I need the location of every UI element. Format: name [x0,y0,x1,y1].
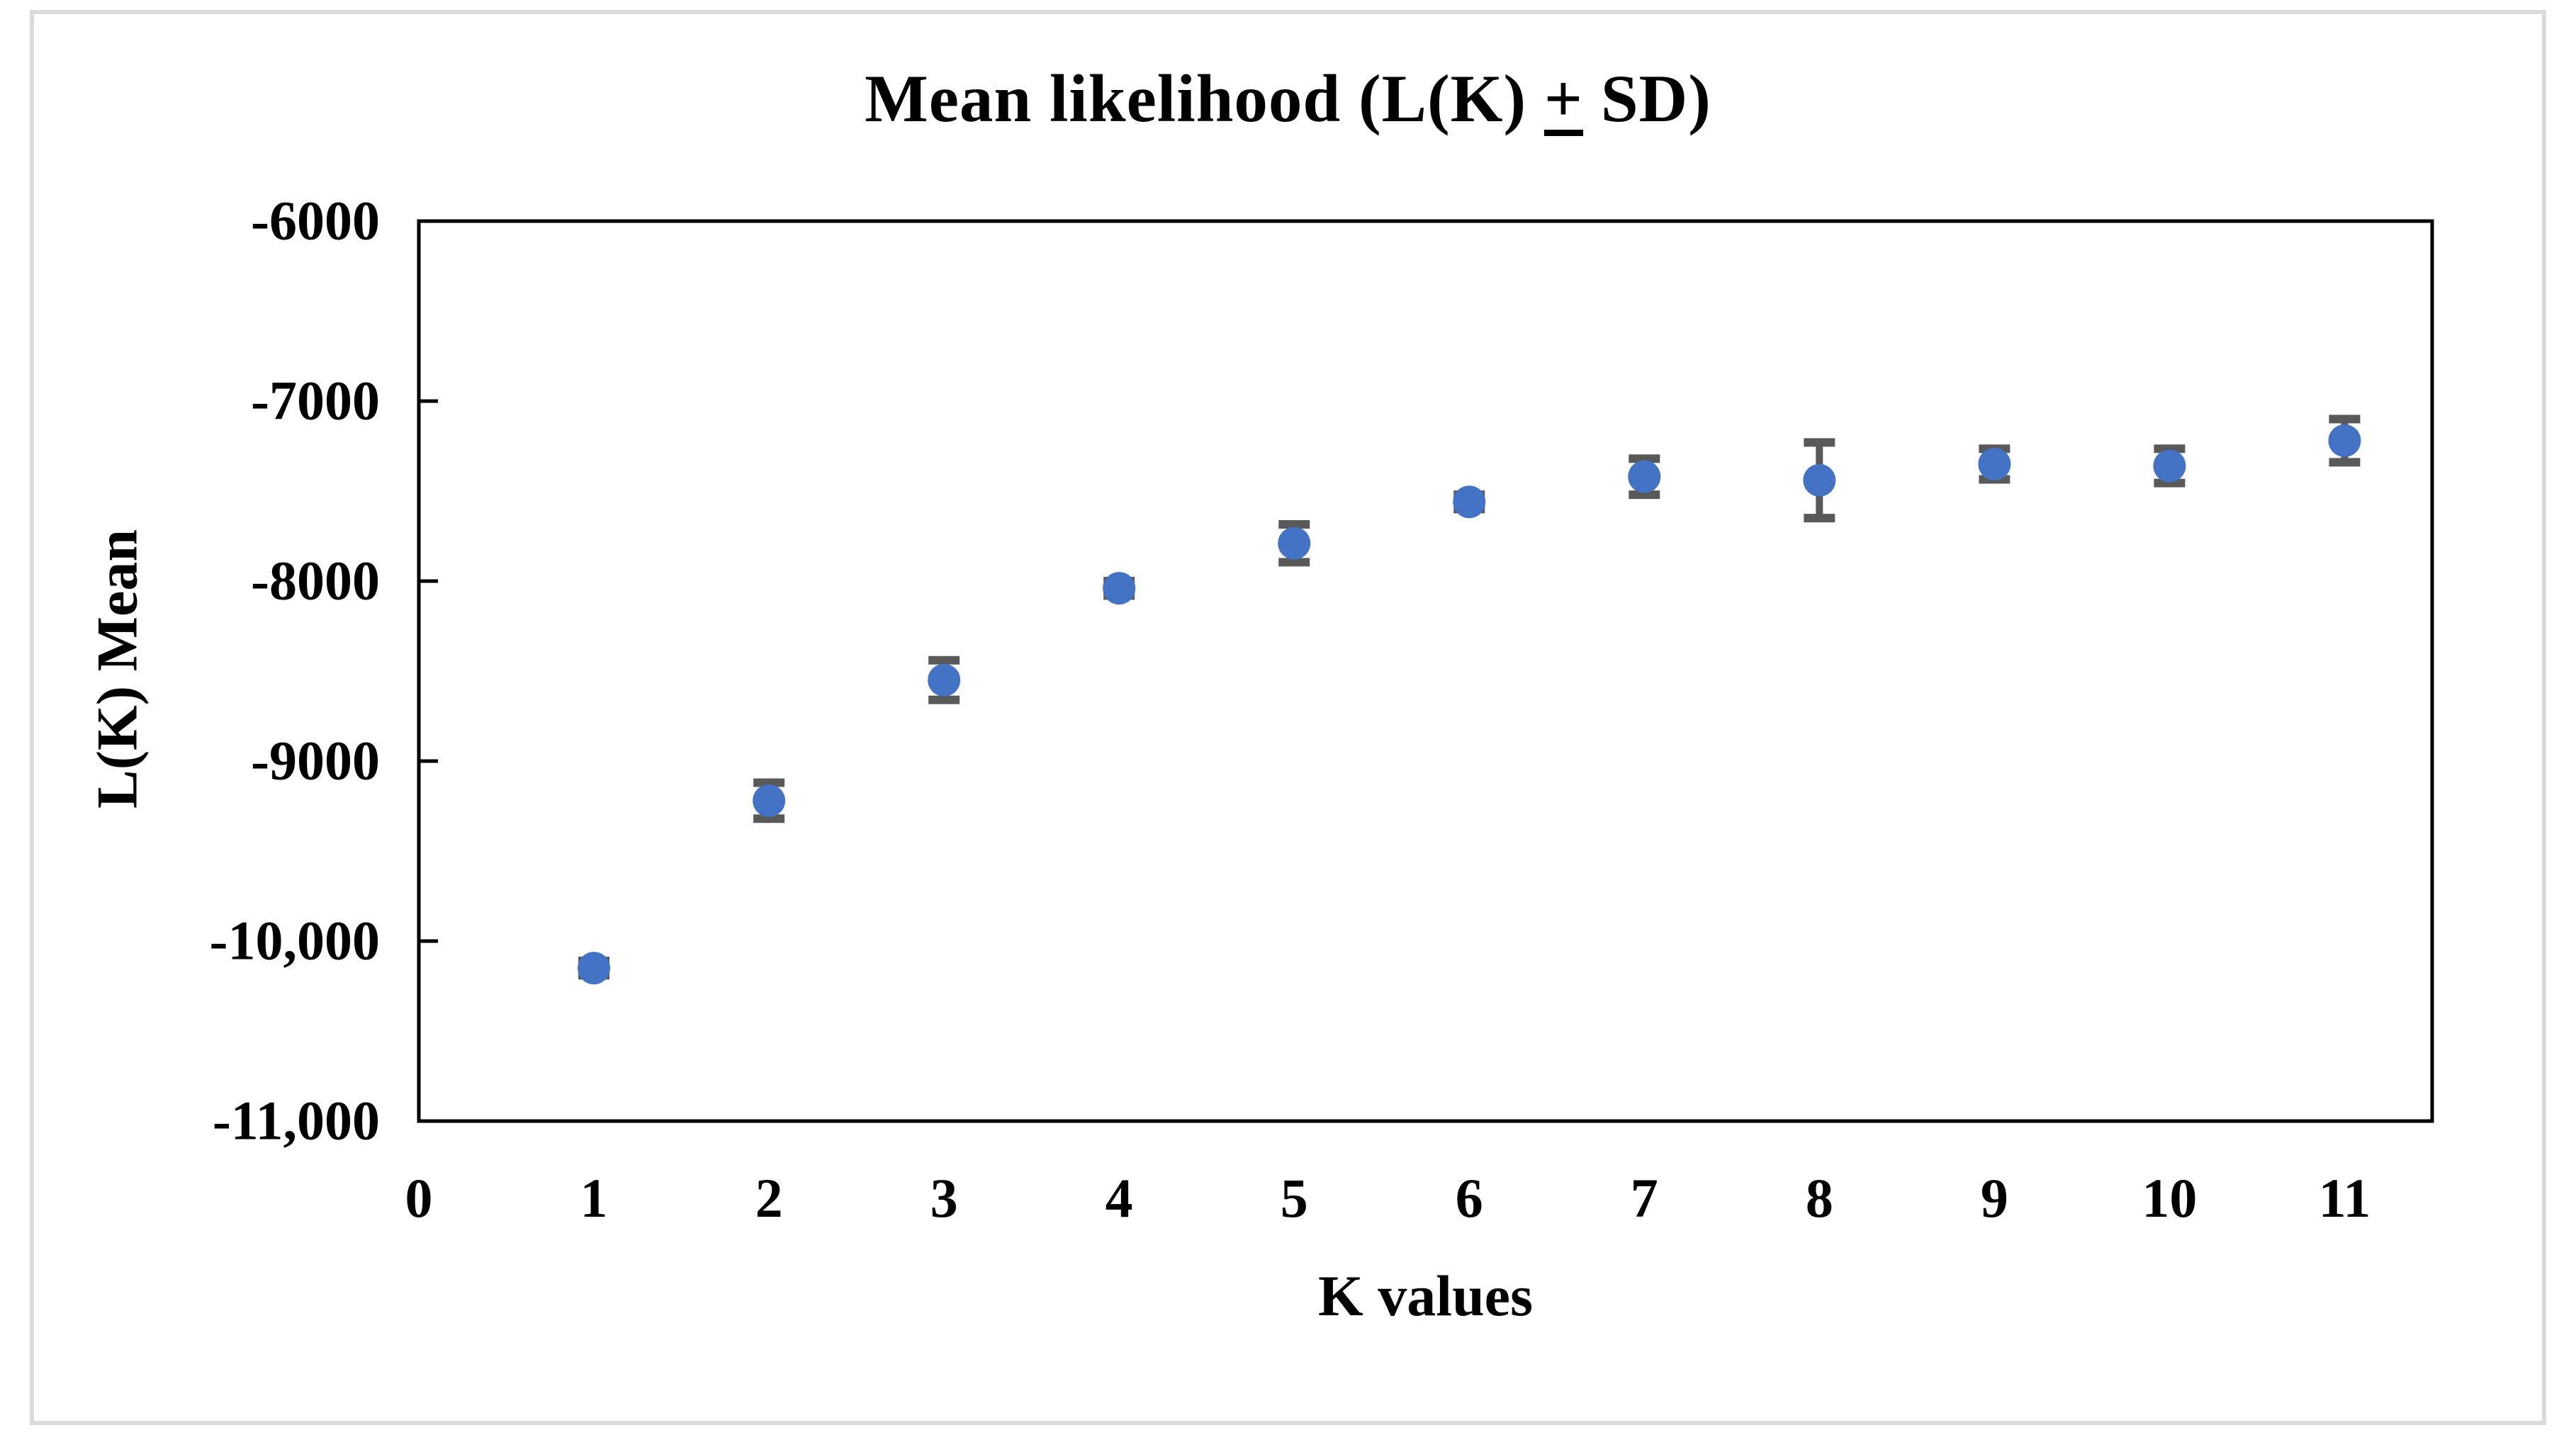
x-axis-title: K values [1318,1264,1533,1328]
y-tick-label--9000: -9000 [251,730,380,792]
x-tick-label-9: 9 [1981,1167,2008,1229]
data-point-K4 [1103,572,1136,605]
data-point-K1 [578,952,611,985]
x-tick-label-6: 6 [1456,1167,1483,1229]
y-tick-label--6000: -6000 [251,190,380,252]
x-tick-label-10: 10 [2142,1167,2197,1229]
plot-box [417,219,2434,1123]
data-point-K3 [928,663,961,697]
y-tick-label--10,000: -10,000 [210,910,380,972]
data-point-K9 [1978,447,2011,480]
y-tick-label--7000: -7000 [251,370,380,432]
x-tick-label-5: 5 [1281,1167,1308,1229]
x-tick-label-0: 0 [405,1167,433,1229]
data-point-K8 [1803,463,1836,497]
chart-title-suffix: SD) [1583,61,1711,136]
chart-title: Mean likelihood (L(K) + SD) [0,60,2576,137]
data-point-K7 [1628,460,1661,493]
data-point-K5 [1278,527,1311,560]
data-point-K6 [1453,485,1486,519]
chart-title-prefix: Mean likelihood (L(K) [865,61,1544,136]
x-tick-label-8: 8 [1806,1167,1833,1229]
y-tick-label--11,000: -11,000 [213,1090,380,1152]
x-tick-label-4: 4 [1106,1167,1133,1229]
data-point-K2 [753,784,786,817]
x-tick-label-1: 1 [580,1167,608,1229]
data-point-K10 [2153,449,2186,483]
x-tick-label-2: 2 [755,1167,783,1229]
plus-minus-sign: + [1543,61,1584,136]
data-point-K11 [2328,424,2361,457]
y-tick-label--8000: -8000 [251,550,380,612]
x-tick-label-11: 11 [2319,1167,2371,1229]
x-tick-label-7: 7 [1631,1167,1658,1229]
x-tick-label-3: 3 [930,1167,958,1229]
